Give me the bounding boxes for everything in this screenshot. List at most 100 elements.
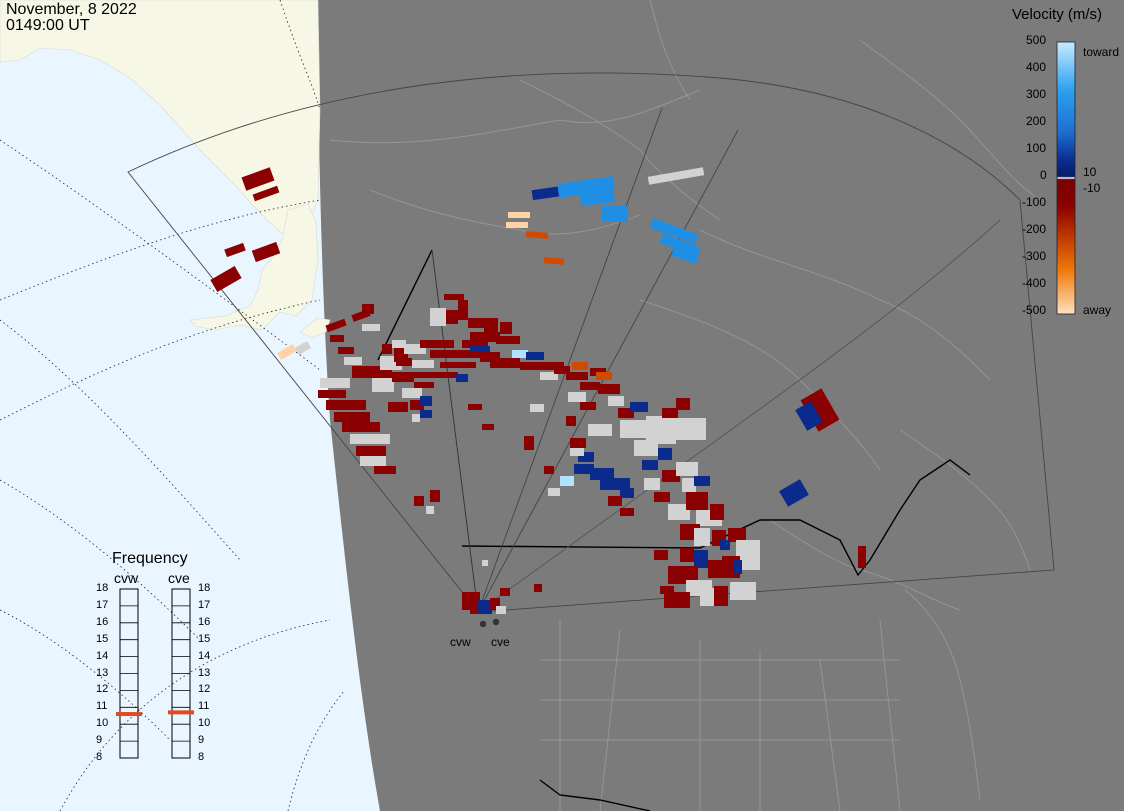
- velocity-tick: 100: [1026, 141, 1047, 155]
- frequency-tick: 16: [198, 615, 211, 628]
- date-label: November, 8 2022: [6, 1, 137, 18]
- velocity-tick: 400: [1026, 60, 1047, 74]
- scatter-cell: [490, 598, 500, 610]
- scatter-cell: [402, 388, 422, 398]
- scatter-cell: [224, 242, 246, 258]
- scatter-cell: [440, 372, 458, 378]
- velocity-tick: -100: [1022, 195, 1047, 209]
- scatter-cell: [444, 294, 464, 300]
- radar-label-cvw: cvw: [450, 635, 471, 649]
- scatter-cell: [659, 233, 701, 257]
- scatter-cell: [526, 352, 544, 360]
- frequency-marker: [116, 712, 142, 717]
- frequency-tick: 12: [96, 683, 109, 696]
- velocity-scale-title: Velocity (m/s): [1012, 6, 1103, 23]
- scatter-cell: [642, 460, 658, 470]
- scatter-cell: [482, 424, 494, 430]
- scatter-cell: [730, 582, 756, 600]
- frequency-tick: 9: [198, 734, 205, 747]
- scatter-cell: [396, 358, 412, 366]
- scatter-cell: [566, 416, 576, 426]
- scatter-cell: [620, 488, 634, 498]
- scatter-cell: [548, 488, 560, 496]
- scatter-cell: [608, 496, 622, 506]
- scatter-cell: [568, 392, 586, 402]
- frequency-tick: 8: [198, 751, 205, 763]
- scatter-cell: [484, 318, 498, 332]
- frequency-tick: 15: [96, 632, 109, 645]
- scatter-cell: [412, 414, 420, 422]
- velocity-scatter-cells: [210, 167, 866, 614]
- scatter-cell: [458, 300, 468, 320]
- frequency-radar-cve: cve: [168, 570, 190, 586]
- scatter-cell: [490, 358, 520, 368]
- scatter-cell: [660, 586, 674, 594]
- latlon-grid: [0, 0, 346, 811]
- frequency-tick: 11: [96, 700, 108, 713]
- scatter-cell: [694, 476, 710, 486]
- scatter-cell: [714, 586, 728, 606]
- scatter-cell: [325, 318, 347, 333]
- scatter-cell: [662, 408, 678, 418]
- scatter-cell: [644, 478, 660, 490]
- scatter-cell: [392, 340, 406, 348]
- scatter-cell: [426, 506, 434, 514]
- frequency-tick: 16: [96, 615, 109, 628]
- frequency-tick: 10: [198, 717, 211, 730]
- velocity-tick: -400: [1022, 276, 1047, 290]
- scatter-cell: [534, 584, 542, 592]
- frequency-tick: 12: [198, 683, 211, 696]
- scatter-cell: [318, 390, 346, 398]
- frequency-tick: 11: [198, 700, 210, 713]
- velocity-tick: -500: [1022, 303, 1047, 317]
- frequency-tick: 18: [198, 582, 211, 594]
- scatter-cell: [410, 372, 440, 378]
- scatter-cell: [360, 456, 386, 466]
- velocity-tick: -300: [1022, 249, 1047, 263]
- scatter-cell: [668, 504, 690, 520]
- scatter-cell: [496, 336, 520, 344]
- scatter-cell: [430, 490, 440, 502]
- velocity-plus10-label: 10: [1083, 165, 1097, 179]
- scatter-cell: [654, 550, 668, 560]
- velocity-tick: 500: [1026, 33, 1047, 47]
- frequency-marker: [168, 710, 194, 715]
- scatter-cell: [557, 176, 615, 198]
- radar-label-cve: cve: [491, 635, 510, 649]
- scatter-cell: [525, 231, 549, 239]
- scatter-cell: [572, 362, 588, 370]
- scatter-cell: [330, 335, 344, 342]
- scatter-cell: [412, 360, 434, 368]
- scatter-cell: [543, 257, 565, 265]
- scatter-cell: [570, 448, 584, 456]
- scatter-cell: [620, 508, 634, 516]
- scatter-cell: [618, 408, 634, 418]
- scatter-cell: [338, 347, 354, 354]
- scatter-cell: [662, 470, 680, 482]
- scatter-cell: [470, 346, 490, 352]
- frequency-tick: 13: [198, 666, 211, 679]
- scatter-cell: [676, 418, 706, 440]
- scatter-cell: [320, 378, 350, 388]
- scatter-cell: [858, 546, 866, 568]
- scatter-cell: [658, 448, 672, 460]
- scatter-cell: [251, 241, 281, 263]
- scatter-cell: [462, 340, 488, 348]
- scatter-cell: [620, 420, 646, 438]
- scatter-cell: [334, 412, 370, 422]
- velocity-minus10-label: -10: [1083, 181, 1101, 195]
- scatter-cell: [590, 468, 614, 480]
- frequency-tick: 9: [96, 734, 103, 747]
- scatter-cell: [362, 324, 380, 331]
- scatter-cell: [588, 424, 612, 436]
- scatter-cell: [420, 410, 432, 418]
- frequency-tick: 14: [96, 649, 109, 662]
- scatter-cell: [795, 401, 823, 431]
- scatter-cell: [578, 452, 594, 462]
- scatter-cell: [668, 566, 698, 584]
- scatter-cell: [326, 400, 366, 410]
- scatter-cell: [649, 218, 699, 244]
- scatter-cell: [470, 332, 500, 342]
- scatter-cell: [600, 478, 630, 490]
